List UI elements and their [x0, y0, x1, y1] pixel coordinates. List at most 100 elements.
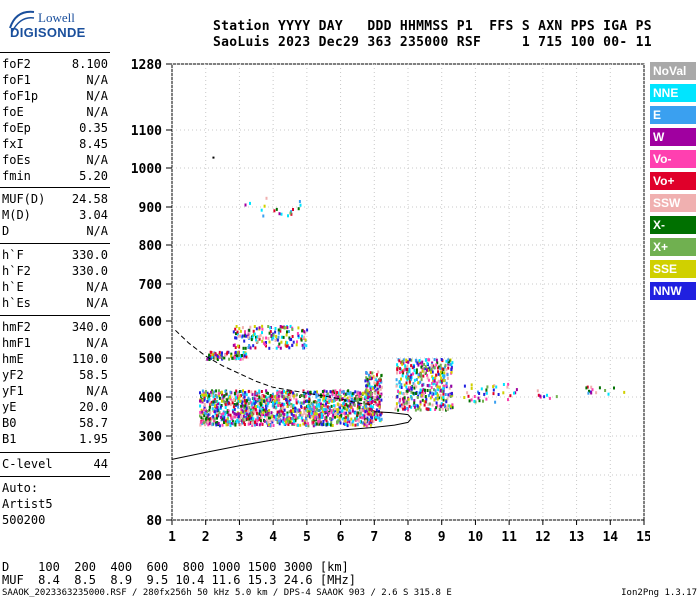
legend-item: NNE — [650, 84, 696, 102]
echo-point — [514, 391, 517, 395]
echo-point — [279, 346, 282, 350]
echo-point — [379, 387, 382, 391]
echo-point — [201, 393, 204, 397]
echo-point — [334, 413, 337, 416]
echo-point — [212, 156, 215, 159]
echo-point — [406, 406, 409, 410]
echo-point — [246, 404, 249, 408]
echo-point — [275, 334, 278, 338]
echo-point — [322, 396, 325, 400]
echo-point — [313, 392, 316, 396]
echo-point — [344, 407, 347, 411]
echo-point — [292, 340, 295, 344]
echo-point — [245, 406, 248, 410]
x-tick-label: 11 — [501, 530, 517, 545]
echo-point — [258, 418, 261, 422]
echo-point — [288, 401, 291, 405]
echo-point — [450, 384, 453, 388]
echo-point — [403, 383, 406, 387]
param-label: fxI — [2, 137, 24, 151]
echo-point — [209, 354, 212, 358]
echo-point — [298, 409, 301, 413]
echo-point — [262, 394, 265, 398]
echo-point — [244, 409, 247, 413]
param-row: foEs N/A — [2, 152, 108, 168]
echo-point — [206, 400, 209, 404]
echo-point — [358, 406, 361, 410]
y-tick-label: 700 — [139, 278, 163, 293]
echo-point — [311, 402, 314, 406]
echo-point — [337, 412, 339, 416]
y-tick-label: 80 — [146, 514, 162, 529]
echo-point — [442, 395, 445, 399]
echo-point — [248, 420, 251, 424]
echo-point — [354, 417, 357, 421]
echo-point — [247, 335, 250, 339]
echo-point — [357, 397, 359, 401]
echo-point — [218, 402, 221, 406]
echo-point — [445, 381, 448, 385]
echo-point — [331, 392, 334, 396]
echo-point — [258, 406, 261, 410]
echo-point — [418, 406, 421, 410]
echo-point — [314, 405, 317, 409]
echo-point — [287, 390, 290, 393]
echo-point — [362, 391, 364, 395]
echo-point — [429, 396, 432, 400]
echo-point — [226, 417, 229, 421]
echo-point — [331, 390, 334, 394]
echo-point — [412, 391, 415, 395]
echo-point — [253, 410, 256, 414]
echo-point — [242, 346, 245, 350]
echo-point — [244, 203, 247, 207]
echo-point — [262, 336, 265, 340]
echo-point — [278, 401, 281, 405]
echo-point — [240, 401, 243, 405]
echo-point — [216, 355, 219, 359]
echo-point — [363, 422, 366, 426]
echo-point — [304, 394, 307, 398]
echo-point — [281, 395, 284, 399]
echo-point — [242, 389, 244, 393]
echo-point — [502, 383, 505, 386]
echo-point — [297, 335, 300, 339]
echo-point — [447, 404, 450, 408]
echo-point — [264, 395, 267, 399]
param-row: yE 20.0 — [2, 399, 108, 415]
echo-point — [466, 391, 469, 395]
echo-point — [301, 413, 304, 417]
echo-point — [200, 413, 203, 417]
echo-point — [229, 390, 232, 394]
echo-point — [248, 415, 251, 419]
echo-point — [437, 370, 439, 374]
echo-point — [338, 394, 341, 398]
echo-point — [419, 408, 422, 412]
echo-point — [328, 422, 331, 426]
echo-point — [374, 392, 377, 396]
echo-point — [258, 392, 260, 396]
echo-point — [415, 371, 418, 375]
echo-point — [429, 391, 432, 395]
echo-point — [267, 391, 269, 395]
echo-point — [234, 423, 237, 426]
echo-point — [366, 389, 369, 393]
echo-point — [373, 376, 376, 380]
echo-point — [272, 336, 275, 340]
echo-point — [396, 395, 399, 399]
echo-point — [203, 414, 206, 418]
echo-point — [427, 394, 430, 398]
x-tick-label: 4 — [269, 530, 277, 545]
echo-point — [201, 398, 204, 402]
echo-point — [321, 390, 324, 393]
echo-point — [249, 201, 251, 205]
echo-point — [277, 394, 280, 398]
param-row: h`F 330.0 — [2, 247, 108, 263]
echo-point — [546, 393, 548, 397]
echo-point — [275, 401, 278, 405]
echo-point — [309, 390, 312, 394]
echo-point — [282, 395, 285, 399]
echo-point — [250, 409, 253, 413]
echo-point — [478, 399, 481, 403]
echo-point — [247, 396, 250, 400]
y-tick-label: 800 — [139, 239, 163, 254]
